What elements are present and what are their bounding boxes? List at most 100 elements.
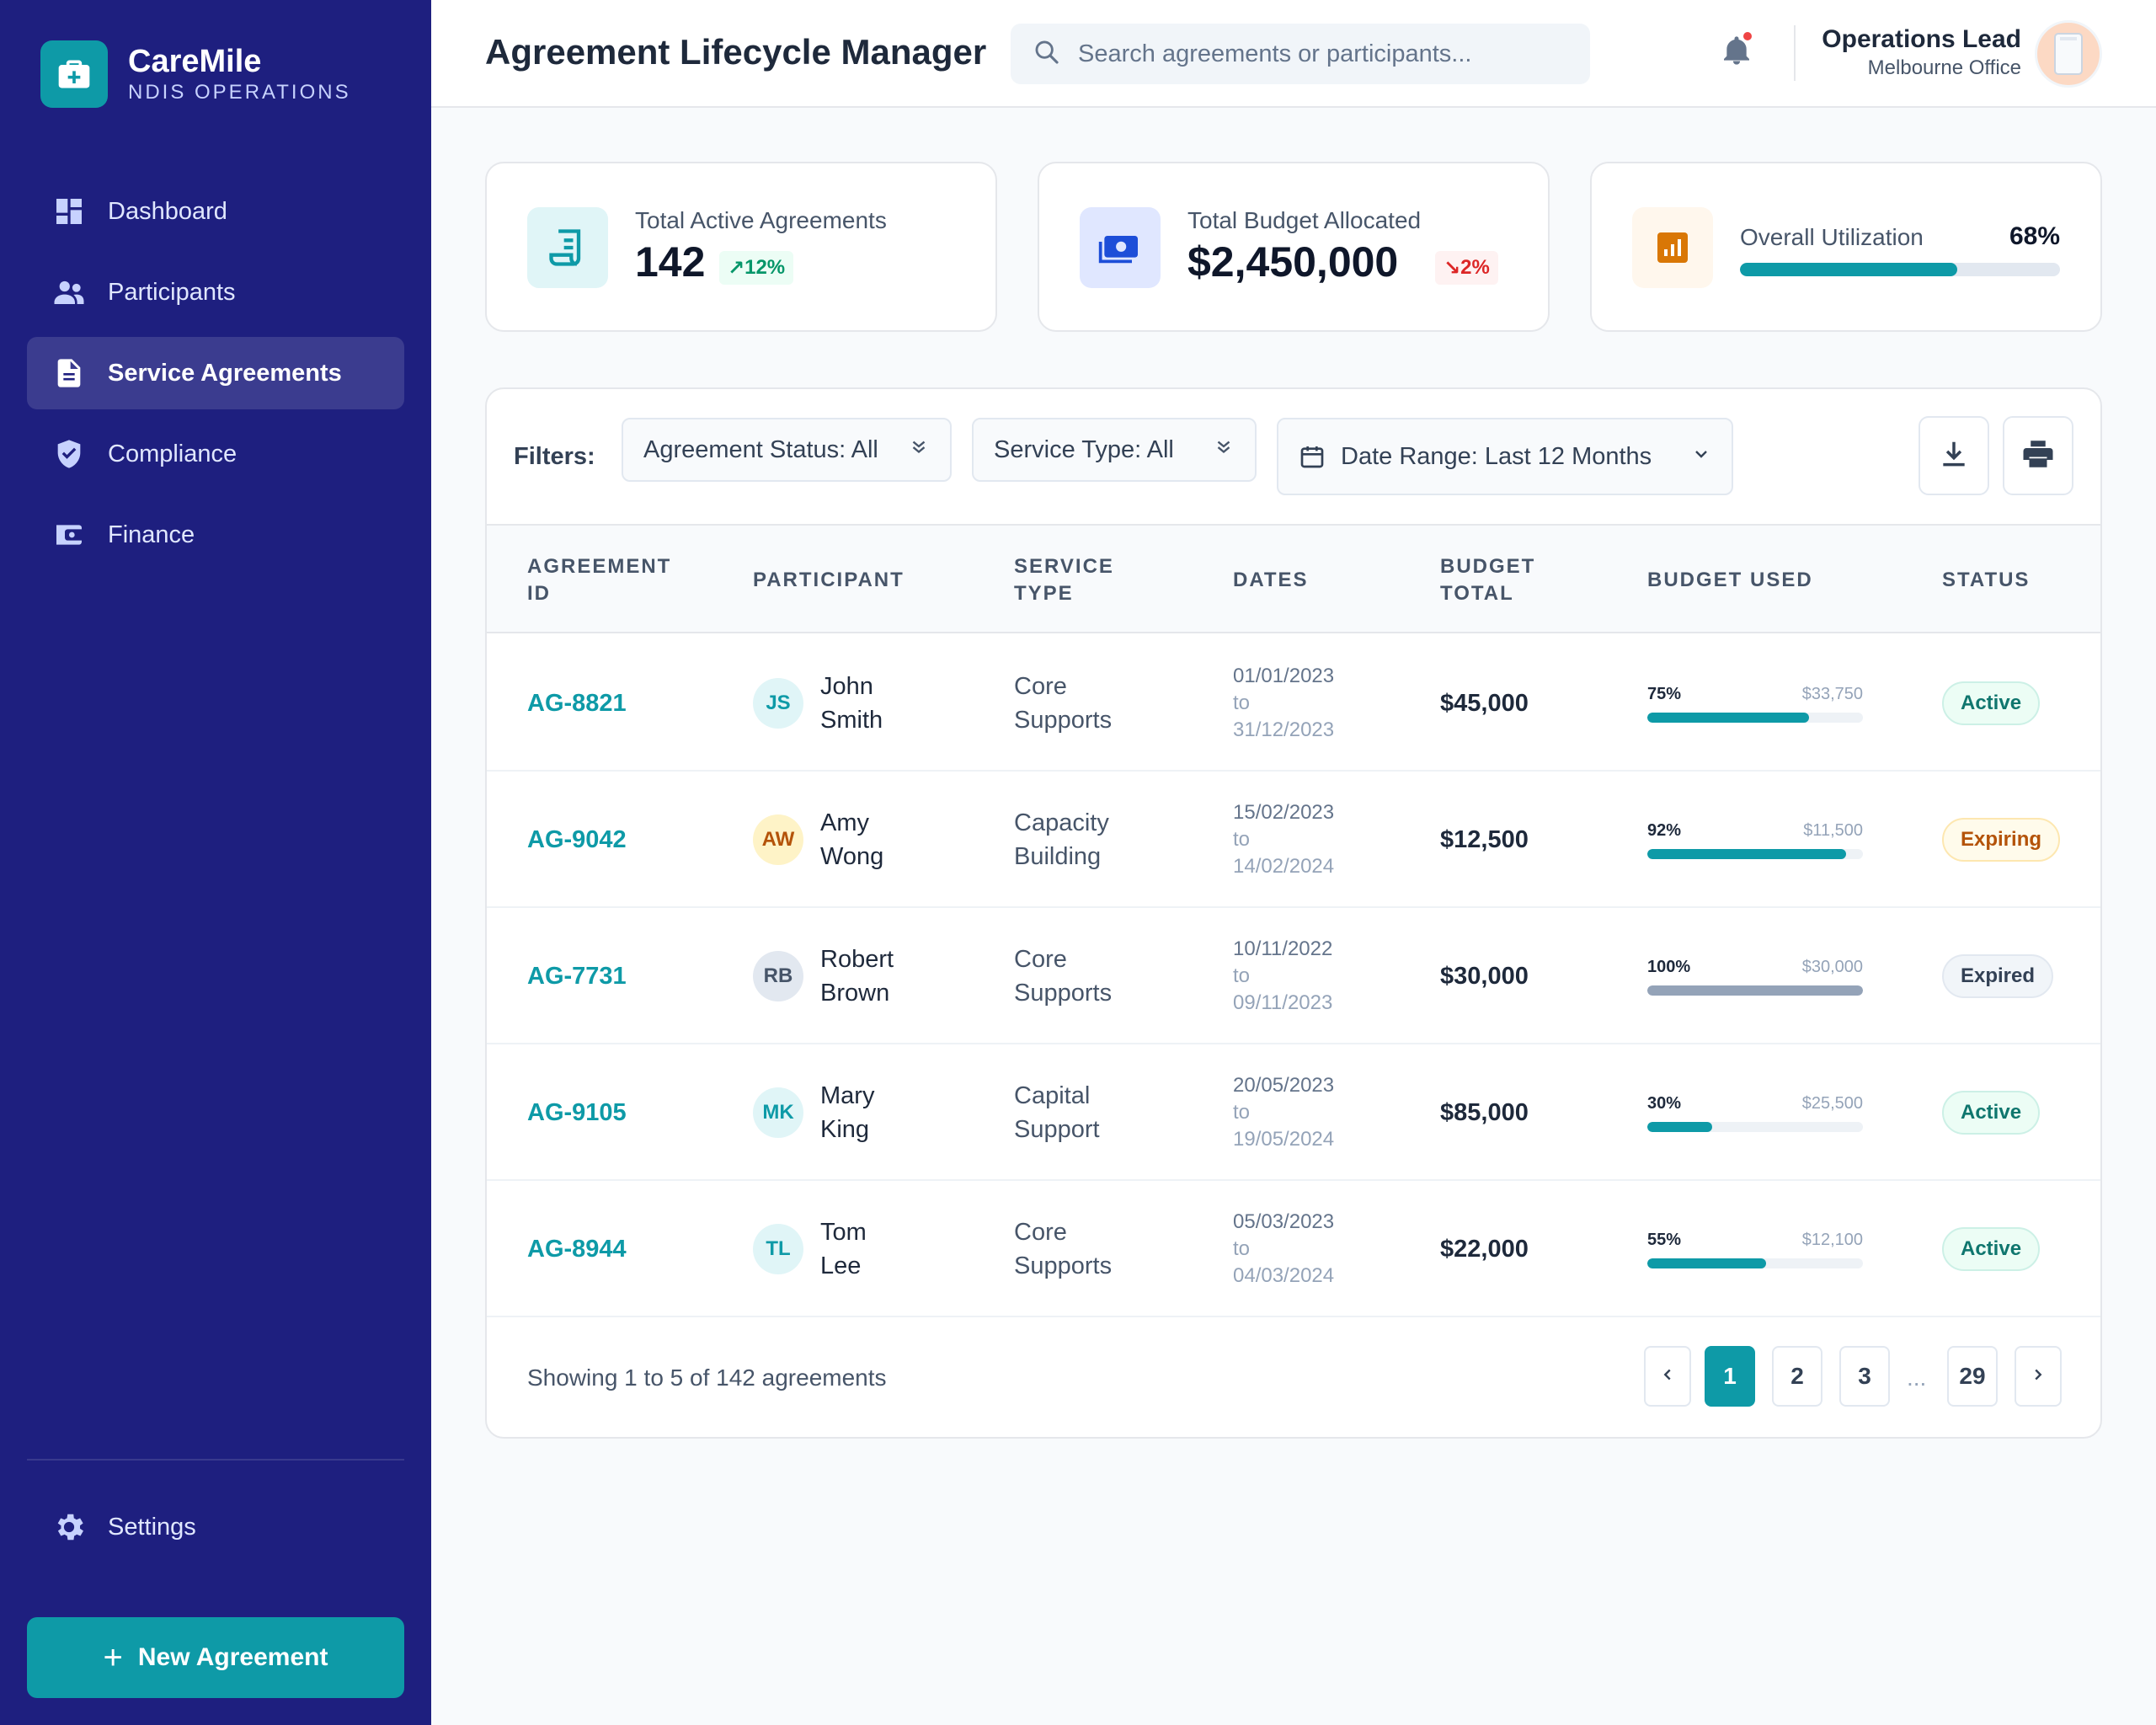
date-separator: to <box>1233 692 1251 714</box>
chevron-down-icon <box>1691 443 1711 471</box>
budget-used: 75% $33,750 <box>1647 685 1863 723</box>
end-date: 19/05/2024 <box>1233 1128 1335 1151</box>
agreement-dates: 05/03/2023 to 04/03/2024 <box>1233 1209 1334 1290</box>
pagination-page-2[interactable]: 2 <box>1772 1346 1822 1407</box>
utilization-progress-bar <box>1740 263 2060 276</box>
stat-change-badge: ↗ 12% <box>719 251 794 285</box>
sidebar-item-label: Service Agreements <box>108 359 342 387</box>
date-separator: to <box>1233 828 1251 851</box>
sidebar-item-label: Dashboard <box>108 197 227 225</box>
service-type: Core Supports <box>1014 1219 1113 1279</box>
agreement-id-link[interactable]: AG-7731 <box>527 962 627 990</box>
agreements-card: Filters: Agreement Status: All Service T… <box>485 387 2102 1439</box>
agreement-id-link[interactable]: AG-9105 <box>527 1098 627 1126</box>
start-date: 10/11/2022 <box>1233 937 1333 960</box>
column-header-agreement-id[interactable]: AGREEMENT ID <box>527 526 671 635</box>
column-header-budget-used[interactable]: BUDGET USED <box>1647 569 1813 591</box>
date-range-filter[interactable]: Date Range: Last 12 Months <box>1277 418 1733 495</box>
table-row[interactable]: AG-9042 AW Amy Wong Capacity Building 15/02/… <box>487 772 2100 908</box>
column-header-participant[interactable]: PARTICIPANT <box>753 569 905 591</box>
brand: CareMile NDIS OPERATIONS <box>40 40 351 108</box>
end-date: 04/03/2024 <box>1233 1264 1335 1287</box>
chevron-right-icon <box>2029 1363 2047 1390</box>
stat-value: 142 <box>635 238 706 286</box>
table-row[interactable]: AG-9105 MK Mary King Capital Support 20/05/2… <box>487 1044 2100 1181</box>
agreement-dates: 20/05/2023 to 19/05/2024 <box>1233 1072 1334 1153</box>
sidebar-item-finance[interactable]: Finance <box>27 499 404 571</box>
medical-kit-icon <box>40 40 108 108</box>
participant-name: Amy Wong <box>820 809 884 870</box>
sidebar-item-label: Finance <box>108 521 195 548</box>
budget-used-percent: 55% <box>1647 1230 1682 1249</box>
budget-used: 100% $30,000 <box>1647 958 1863 996</box>
brand-name: CareMile <box>128 44 262 79</box>
agreement-id-link[interactable]: AG-8821 <box>527 689 627 717</box>
search-bar[interactable] <box>1011 24 1590 84</box>
status-filter-dropdown[interactable]: Agreement Status: All <box>622 418 952 482</box>
receipt-icon <box>527 207 608 288</box>
column-header-service-type[interactable]: SERVICE TYPE <box>1014 526 1114 635</box>
column-header-dates[interactable]: DATES <box>1233 569 1309 591</box>
budget-used-amount: $11,500 <box>1803 820 1863 840</box>
column-header-status[interactable]: STATUS <box>1942 569 2031 591</box>
budget-progress-bar <box>1647 985 1863 996</box>
agreement-id-link[interactable]: AG-8944 <box>527 1235 627 1263</box>
budget-used-amount: $30,000 <box>1801 957 1863 976</box>
user-avatar[interactable] <box>2035 20 2102 88</box>
stat-label: Total Budget Allocated <box>1187 207 1422 233</box>
service-type-filter-dropdown[interactable]: Service Type: All <box>972 418 1257 482</box>
chevron-left-icon <box>1658 1363 1677 1390</box>
table-row[interactable]: AG-8944 TL Tom Lee Core Supports 05/03/2023 t… <box>487 1181 2100 1317</box>
status-badge: Active <box>1942 1091 2041 1135</box>
budget-used-amount: $33,750 <box>1801 684 1863 703</box>
sidebar-item-compliance[interactable]: Compliance <box>27 418 404 490</box>
start-date: 01/01/2023 <box>1233 665 1335 687</box>
dashboard-icon <box>51 193 88 230</box>
column-header-budget-total[interactable]: BUDGET TOTAL <box>1440 526 1535 635</box>
trend-up-icon: ↗ <box>728 256 745 280</box>
print-button[interactable] <box>2003 416 2073 495</box>
budget-total: $12,500 <box>1440 825 1529 853</box>
sidebar-item-service-agreements[interactable]: Service Agreements <box>27 337 404 409</box>
pagination-summary: Showing 1 to 5 of 142 agreements <box>527 1365 887 1391</box>
pagination-prev-button[interactable] <box>1644 1346 1691 1407</box>
notifications-button[interactable] <box>1715 30 1758 74</box>
service-type: Core Supports <box>1014 946 1113 1007</box>
pagination-page-3[interactable]: 3 <box>1839 1346 1890 1407</box>
pagination-next-button[interactable] <box>2015 1346 2062 1407</box>
start-date: 20/05/2023 <box>1233 1074 1335 1097</box>
status-badge: Active <box>1942 681 2041 725</box>
participant-name: John Smith <box>820 673 883 734</box>
agreement-id-link[interactable]: AG-9042 <box>527 825 627 853</box>
column-header-line: SERVICE <box>1014 555 1114 578</box>
download-button[interactable] <box>1919 416 1989 495</box>
table-row[interactable]: AG-8821 JS John Smith Core Supports 01/01/20… <box>487 635 2100 772</box>
bell-icon <box>1720 34 1753 72</box>
participant-avatar: RB <box>753 951 803 1001</box>
budget-used: 55% $12,100 <box>1647 1231 1863 1268</box>
new-agreement-button[interactable]: + New Agreement <box>27 1617 404 1698</box>
table-row[interactable]: AG-7731 RB Robert Brown Core Supports 10/11/… <box>487 908 2100 1044</box>
sidebar-item-dashboard[interactable]: Dashboard <box>27 175 404 248</box>
pagination-page-1[interactable]: 1 <box>1705 1346 1755 1407</box>
agreement-dates: 10/11/2022 to 09/11/2023 <box>1233 936 1332 1017</box>
top-header: Agreement Lifecycle Manager Operations L… <box>431 0 2156 108</box>
sidebar-item-participants[interactable]: Participants <box>27 256 404 328</box>
stat-value: 68% <box>2009 222 2060 250</box>
sidebar: CareMile NDIS OPERATIONS Dashboard Parti… <box>0 0 431 1725</box>
user-info[interactable]: Operations Lead Melbourne Office <box>1822 24 2021 81</box>
stat-change: 12% <box>744 256 786 279</box>
new-agreement-label: New Agreement <box>137 1643 328 1671</box>
participant-name: Mary King <box>820 1082 875 1143</box>
status-badge: Expired <box>1942 954 2054 998</box>
budget-used: 30% $25,500 <box>1647 1094 1863 1132</box>
pagination-page-last[interactable]: 29 <box>1947 1346 1998 1407</box>
sidebar-item-settings[interactable]: Settings <box>27 1491 404 1563</box>
budget-total: $85,000 <box>1440 1098 1529 1126</box>
start-date: 05/03/2023 <box>1233 1210 1335 1233</box>
agreement-dates: 15/02/2023 to 14/02/2024 <box>1233 799 1334 880</box>
stat-card-agreements: Total Active Agreements 142 ↗ 12% <box>485 162 997 332</box>
date-separator: to <box>1233 1237 1251 1260</box>
brand-subtitle: NDIS OPERATIONS <box>128 81 351 104</box>
search-input[interactable] <box>1078 40 1550 68</box>
